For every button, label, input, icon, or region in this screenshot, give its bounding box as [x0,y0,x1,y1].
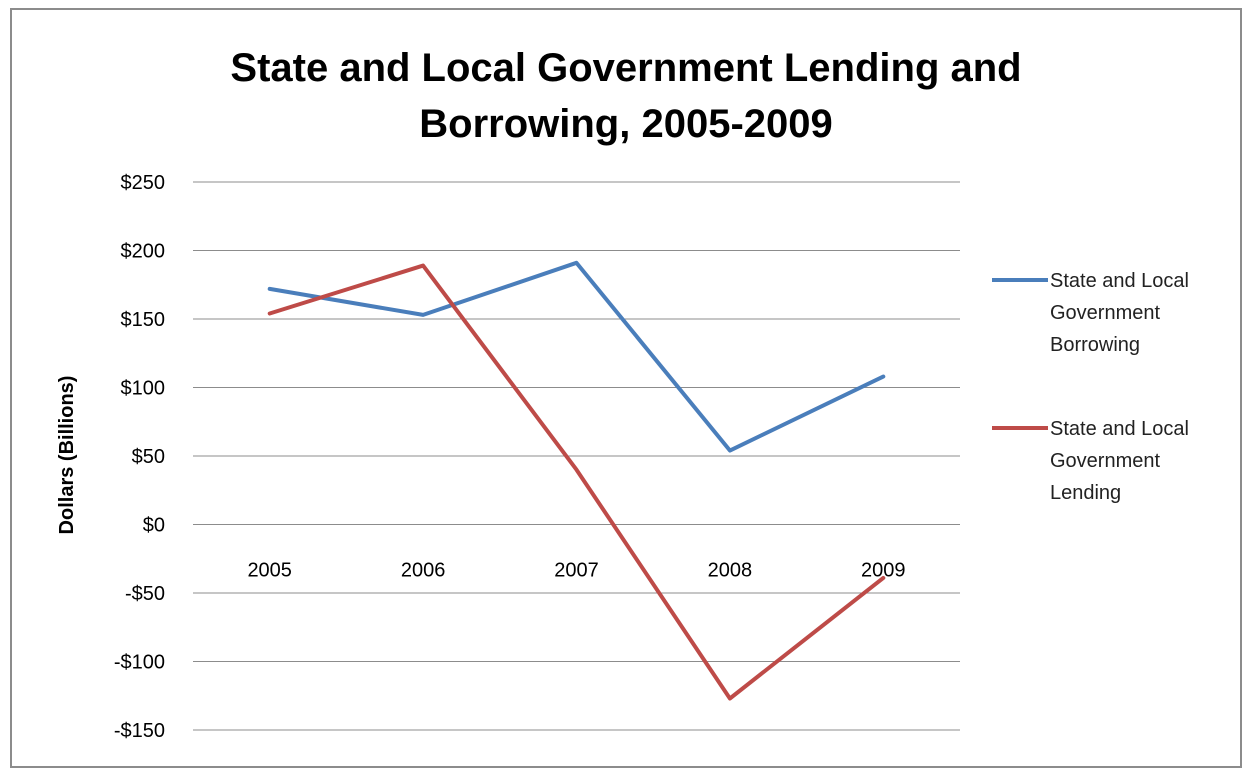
x-tick-label: 2008 [708,560,753,582]
legend-label: State and Local [1050,418,1189,440]
y-tick-label: $0 [143,515,165,537]
x-tick-label: 2009 [861,560,906,582]
x-tick-label: 2007 [554,560,599,582]
series-line-lending [267,263,886,701]
y-axis-ticks: $250 $200 $150 $100 $50 $0 -$50 -$100 -$150 [114,172,165,742]
series-line-borrowing [267,260,886,453]
legend-label: State and Local [1050,270,1189,292]
y-tick-label: $150 [121,309,166,331]
y-tick-label: -$50 [125,583,165,605]
y-tick-label: $250 [121,172,166,194]
y-axis-label: Dollars (Billions) [56,376,78,535]
gridlines [193,181,960,731]
y-tick-label: $200 [121,241,166,263]
x-tick-label: 2006 [401,560,446,582]
chart-title: State and Local Government Lending and B… [10,40,1242,152]
legend-label: Government [1050,450,1160,472]
y-tick-label: -$150 [114,720,165,742]
legend-label: Government [1050,302,1160,324]
y-tick-label: $50 [132,446,165,468]
x-tick-label: 2005 [247,560,292,582]
chart-title-line-1: State and Local Government Lending and [230,46,1022,90]
chart-title-line-2: Borrowing, 2005-2009 [419,102,833,146]
series-lines [267,260,886,701]
x-axis-ticks: 2005 2006 2007 2008 2009 [247,560,905,582]
legend-label: Borrowing [1050,334,1140,356]
y-tick-label: $100 [121,378,166,400]
legend: State and Local Government Borrowing State … [992,270,1189,504]
legend-label: Lending [1050,482,1121,504]
y-tick-label: -$100 [114,652,165,674]
